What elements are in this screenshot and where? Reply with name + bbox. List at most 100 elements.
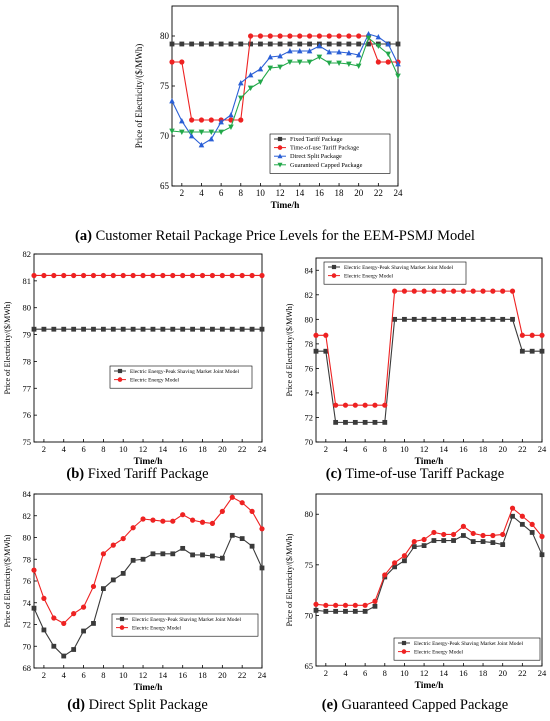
- data-point: [229, 494, 235, 500]
- data-point: [267, 33, 273, 39]
- caption-e-letter: (e): [321, 697, 338, 713]
- y-tick-label: 65: [160, 181, 170, 191]
- data-point: [450, 531, 457, 538]
- x-tick-label: 12: [139, 670, 148, 680]
- legend-box: [109, 365, 253, 389]
- data-point: [130, 525, 136, 531]
- x-axis-label: Time/h: [134, 683, 164, 693]
- y-tick-label: 80: [23, 533, 32, 543]
- x-tick-label: 10: [256, 188, 266, 198]
- data-point: [61, 620, 67, 627]
- data-point: [31, 272, 37, 279]
- chart-b: 75 76 77 78 79 80 81 82 2 4 6 8 10 12 14 16 18 20 22 24 Time…: [0, 248, 275, 470]
- data-point: [287, 48, 293, 54]
- data-point: [323, 602, 329, 608]
- data-point: [239, 326, 245, 332]
- legend-label: Electric Energy-Peak Shaving Market Join…: [132, 617, 242, 623]
- data-point: [323, 332, 329, 338]
- legend-label: Electric Energy Model: [344, 274, 393, 280]
- data-point: [259, 326, 265, 332]
- data-point: [313, 332, 319, 338]
- data-point: [91, 326, 96, 332]
- y-tick-label: 82: [305, 290, 314, 300]
- data-point: [198, 142, 205, 148]
- legend-marker: [277, 136, 283, 142]
- data-point: [247, 72, 254, 78]
- data-point: [392, 564, 398, 570]
- data-point: [500, 542, 506, 547]
- data-point: [41, 595, 47, 601]
- data-point: [267, 41, 273, 47]
- x-tick-label: 4: [62, 670, 67, 680]
- data-point: [160, 326, 166, 332]
- x-tick-label: 8: [239, 188, 244, 198]
- data-point: [362, 402, 368, 408]
- x-tick-label: 8: [101, 670, 105, 680]
- data-point: [346, 33, 352, 39]
- data-point: [170, 272, 176, 279]
- data-point: [51, 643, 57, 649]
- x-tick-label: 18: [479, 668, 488, 678]
- data-point: [411, 544, 417, 550]
- data-point: [41, 326, 47, 332]
- caption-d-letter: (d): [67, 697, 85, 713]
- data-point: [395, 41, 401, 47]
- data-point: [382, 402, 388, 408]
- x-tick-label: 16: [315, 188, 325, 198]
- y-tick-label: 72: [23, 620, 32, 630]
- y-tick-label: 80: [305, 314, 314, 324]
- data-point: [375, 43, 382, 49]
- data-point: [539, 533, 545, 540]
- data-point: [198, 129, 205, 135]
- data-point: [287, 33, 293, 39]
- data-point: [421, 288, 427, 294]
- legend-label: Electric Energy Model: [414, 650, 463, 656]
- data-point: [362, 608, 368, 614]
- data-point: [470, 530, 476, 537]
- x-tick-label: 6: [81, 670, 85, 680]
- x-axis-label: Time/h: [271, 201, 301, 211]
- data-point: [441, 288, 447, 294]
- data-point: [150, 517, 156, 523]
- data-point: [209, 520, 216, 526]
- data-point: [61, 326, 67, 332]
- legend-label: Guaranteed Capped Package: [290, 162, 363, 169]
- data-point: [120, 570, 126, 576]
- data-point: [180, 326, 186, 332]
- x-tick-label: 16: [178, 444, 187, 454]
- y-axis-label: Price of Electricity/($/MWh): [285, 533, 294, 626]
- x-tick-label: 12: [276, 188, 285, 198]
- data-point: [392, 560, 398, 566]
- y-tick-label: 84: [23, 489, 32, 499]
- data-point: [218, 129, 224, 135]
- legend-marker: [119, 625, 125, 630]
- x-tick-label: 2: [42, 670, 46, 680]
- caption-d: (d) Direct Split Package: [0, 697, 275, 714]
- data-point: [170, 551, 176, 557]
- x-tick-label: 4: [62, 444, 67, 454]
- x-tick-label: 10: [119, 670, 128, 680]
- data-point: [170, 326, 176, 332]
- data-point: [402, 558, 407, 564]
- data-point: [460, 316, 466, 322]
- data-point: [110, 577, 116, 583]
- data-point: [392, 288, 398, 294]
- y-tick-label: 68: [23, 663, 32, 673]
- data-point: [160, 272, 166, 279]
- legend-marker: [331, 264, 337, 270]
- caption-b: (b) Fixed Tariff Package: [0, 466, 275, 483]
- data-point: [150, 326, 156, 332]
- data-point: [365, 35, 372, 41]
- x-tick-label: 8: [101, 444, 105, 454]
- data-point: [460, 523, 466, 529]
- data-point: [239, 500, 245, 506]
- series-line-1: [33, 496, 263, 625]
- data-point: [395, 61, 401, 67]
- data-point: [519, 521, 525, 527]
- data-point: [313, 607, 319, 613]
- data-point: [490, 316, 496, 322]
- x-tick-label: 2: [324, 444, 328, 454]
- data-point: [100, 326, 106, 332]
